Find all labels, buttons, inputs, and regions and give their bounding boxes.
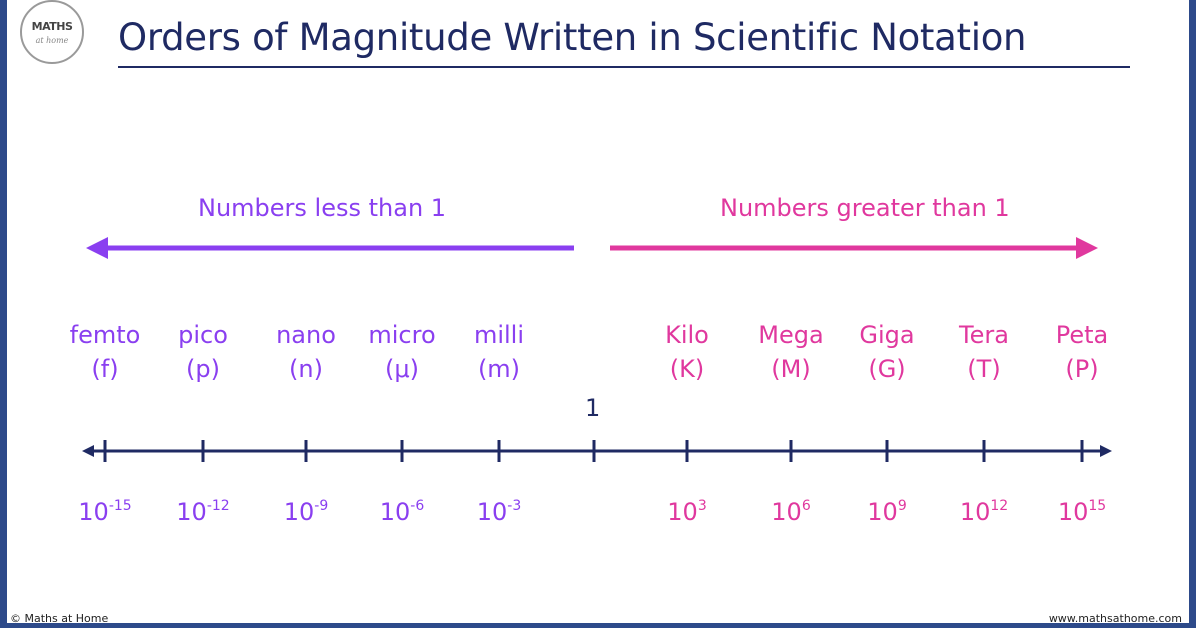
prefix-tera: Tera (T): [929, 318, 1039, 386]
power-exponent: 12: [990, 498, 1009, 514]
power-base: 10: [379, 498, 411, 526]
power-exponent: -3: [507, 498, 522, 514]
prefix-femto: femto (f): [50, 318, 160, 386]
prefix-name: milli: [473, 321, 525, 349]
power-exponent: 6: [801, 498, 811, 514]
prefix-name: femto: [69, 321, 141, 349]
website-footer: www.mathsathome.com: [1048, 612, 1182, 625]
prefix-nano: nano (n): [251, 318, 361, 386]
prefix-peta: Peta (P): [1027, 318, 1137, 386]
center-one-label: 1: [585, 394, 601, 422]
prefix-name: Giga: [859, 321, 915, 349]
prefix-symbol: (p): [186, 355, 220, 383]
number-line-axis: [82, 445, 1112, 457]
power-label-micro: 10-6: [357, 498, 447, 526]
maths-at-home-logo: MATHS at home: [20, 0, 84, 64]
prefix-name: Peta: [1055, 321, 1109, 349]
power-base: 10: [78, 498, 109, 526]
power-base: 10: [867, 498, 898, 526]
power-base: 10: [283, 498, 315, 526]
prefix-symbol: (f): [91, 355, 119, 383]
power-exponent: -12: [206, 498, 230, 514]
power-base: 10: [771, 498, 802, 526]
prefix-kilo: Kilo (K): [632, 318, 742, 386]
prefix-symbol: (m): [477, 355, 521, 383]
prefix-symbol: (K): [669, 355, 705, 383]
power-base: 10: [476, 498, 508, 526]
frame-left-border: [0, 0, 7, 628]
power-label-femto: 10-15: [60, 498, 150, 526]
prefix-name: Mega: [758, 321, 824, 349]
number-line-ticks: [103, 440, 1084, 462]
greater-than-one-arrow: [610, 237, 1098, 259]
power-base: 10: [959, 498, 991, 526]
prefix-milli: milli (m): [444, 318, 554, 386]
prefix-name: pico: [178, 321, 228, 349]
prefix-name: nano: [276, 321, 336, 349]
power-exponent: -6: [410, 498, 425, 514]
power-base: 10: [1057, 498, 1089, 526]
prefix-symbol: (μ): [385, 355, 419, 383]
prefix-pico: pico (p): [148, 318, 258, 386]
numbers-less-than-one-label: Numbers less than 1: [198, 194, 447, 222]
prefix-symbol: (P): [1065, 355, 1099, 383]
power-label-tera: 1012: [939, 498, 1029, 526]
power-label-nano: 10-9: [261, 498, 351, 526]
prefix-symbol: (G): [868, 355, 906, 383]
frame-bottom-border: [0, 623, 1196, 628]
power-exponent: 9: [897, 498, 907, 514]
power-label-milli: 10-3: [454, 498, 544, 526]
prefix-symbol: (M): [771, 355, 811, 383]
prefix-mega: Mega (M): [736, 318, 846, 386]
prefix-symbol: (T): [967, 355, 1001, 383]
power-label-kilo: 103: [642, 498, 732, 526]
power-label-peta: 1015: [1037, 498, 1127, 526]
prefix-giga: Giga (G): [832, 318, 942, 386]
prefix-symbol: (n): [289, 355, 323, 383]
power-label-pico: 10-12: [158, 498, 248, 526]
prefix-name: Kilo: [665, 321, 709, 349]
less-than-one-arrow: [86, 237, 574, 259]
prefix-name: micro: [368, 321, 436, 349]
prefix-micro: micro (μ): [347, 318, 457, 386]
numbers-greater-than-one-label: Numbers greater than 1: [720, 194, 1010, 222]
power-base: 10: [176, 498, 207, 526]
prefix-name: Tera: [959, 321, 1009, 349]
page-title: Orders of Magnitude Written in Scientifi…: [118, 16, 1027, 59]
power-exponent: -9: [314, 498, 329, 514]
logo-text: MATHS: [31, 20, 73, 33]
power-exponent: 15: [1088, 498, 1107, 514]
power-exponent: -15: [108, 498, 132, 514]
logo-subtext: at home: [35, 36, 69, 45]
power-label-mega: 106: [746, 498, 836, 526]
power-base: 10: [667, 498, 698, 526]
frame-right-border: [1189, 0, 1196, 628]
copyright-footer: © Maths at Home: [10, 612, 109, 625]
power-exponent: 3: [697, 498, 707, 514]
title-underline: [118, 66, 1130, 68]
power-label-giga: 109: [842, 498, 932, 526]
